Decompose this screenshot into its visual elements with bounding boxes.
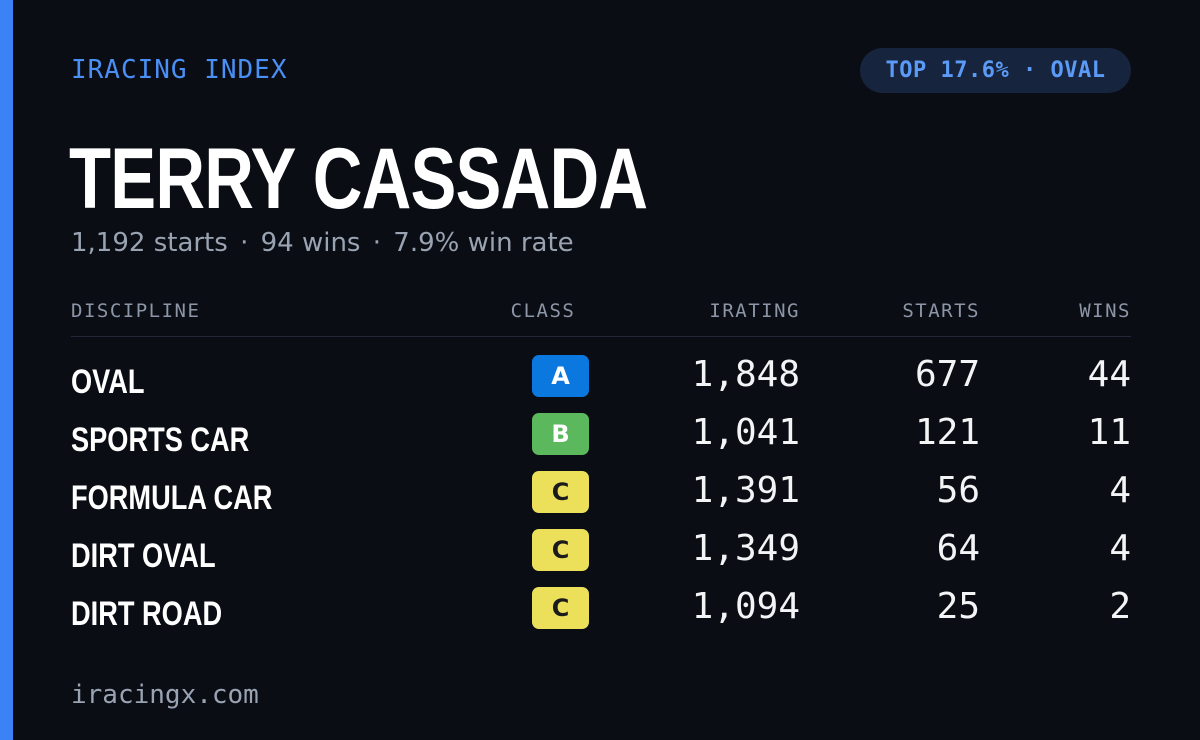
header-class: CLASS <box>510 300 576 322</box>
rank-badge: TOP 17.6% · OVAL <box>860 48 1131 93</box>
table-row: SPORTS CAR B 1,041 121 11 <box>71 411 1131 469</box>
table-header: DISCIPLINE CLASS IRATING STARTS WINS <box>71 296 1131 337</box>
table-row: OVAL A 1,848 677 44 <box>71 353 1131 411</box>
wins-value: 4 <box>1109 470 1131 511</box>
starts-value: 25 <box>936 586 980 627</box>
irating-value: 1,094 <box>691 586 800 627</box>
wins-value: 11 <box>1087 412 1131 453</box>
header-irating: IRATING <box>709 300 800 322</box>
table-row: DIRT OVAL C 1,349 64 4 <box>71 527 1131 585</box>
license-class-badge: A <box>532 355 589 397</box>
starts-value: 677 <box>914 354 980 395</box>
header-starts: STARTS <box>902 300 980 322</box>
driver-name: TERRY CASSADA <box>69 131 648 227</box>
wins-total: 94 wins <box>260 228 361 258</box>
irating-value: 1,349 <box>691 528 800 569</box>
irating-value: 1,041 <box>691 412 800 453</box>
table-row: DIRT ROAD C 1,094 25 2 <box>71 585 1131 643</box>
discipline-name: FORMULA CAR <box>71 479 273 517</box>
irating-value: 1,848 <box>691 354 800 395</box>
wins-value: 2 <box>1109 586 1131 627</box>
discipline-name: OVAL <box>71 363 145 401</box>
wins-value: 44 <box>1087 354 1131 395</box>
win-rate: 7.9% win rate <box>393 228 574 258</box>
discipline-name: SPORTS CAR <box>71 421 250 459</box>
license-class-badge: C <box>532 529 589 571</box>
starts-value: 64 <box>936 528 980 569</box>
table-body: OVAL A 1,848 677 44 SPORTS CAR B 1,041 1… <box>71 353 1131 643</box>
starts-total: 1,192 starts <box>71 228 228 258</box>
starts-value: 121 <box>914 412 980 453</box>
license-class-badge: C <box>532 471 589 513</box>
accent-bar <box>0 0 13 740</box>
discipline-table: DISCIPLINE CLASS IRATING STARTS WINS OVA… <box>71 296 1131 643</box>
table-row: FORMULA CAR C 1,391 56 4 <box>71 469 1131 527</box>
separator-dot: · <box>240 228 249 258</box>
license-class-badge: B <box>532 413 589 455</box>
header-discipline: DISCIPLINE <box>71 300 201 322</box>
irating-value: 1,391 <box>691 470 800 511</box>
separator-dot: · <box>372 228 382 258</box>
wins-value: 4 <box>1109 528 1131 569</box>
discipline-name: DIRT OVAL <box>71 537 216 575</box>
driver-summary: 1,192 starts · 94 wins · 7.9% win rate <box>71 228 574 258</box>
discipline-name: DIRT ROAD <box>71 595 223 633</box>
site-link[interactable]: iracingx.com <box>71 680 259 710</box>
starts-value: 56 <box>936 470 980 511</box>
license-class-badge: C <box>532 587 589 629</box>
header-wins: WINS <box>1079 300 1131 322</box>
brand-title: IRACING INDEX <box>71 55 288 85</box>
